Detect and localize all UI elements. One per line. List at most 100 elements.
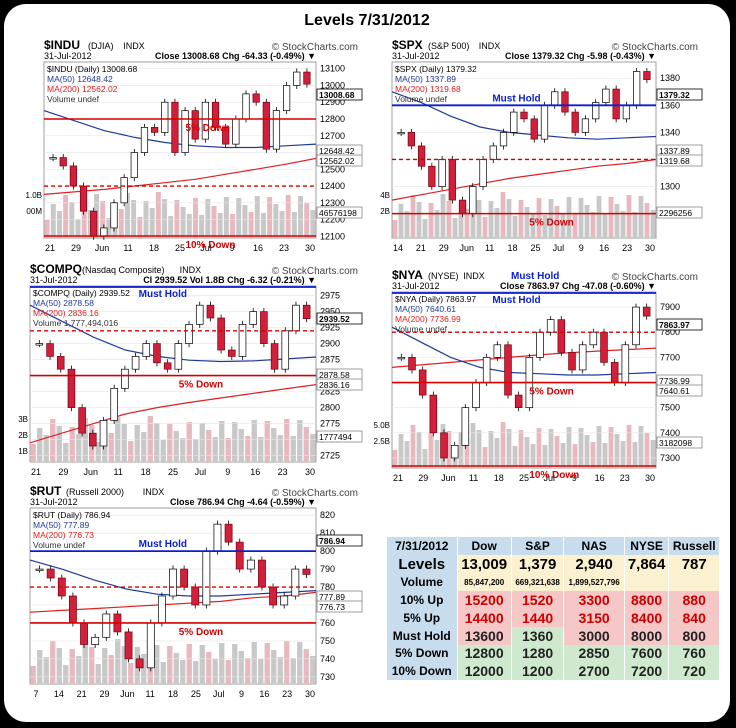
y-tick-label: 7300: [660, 453, 680, 463]
x-tick-label: 16: [595, 473, 605, 483]
table-cell: 14400: [457, 609, 512, 627]
volume-bar: [494, 438, 500, 468]
volume-bar: [572, 214, 578, 238]
volume-bar: [258, 659, 264, 684]
levels-table: 7/31/2012 Dow S&P NAS NYSE Russell Levels 13,00…: [387, 537, 720, 680]
legend-entry: MA(200) 12562.02: [47, 84, 118, 94]
level-label: 5% Down: [179, 627, 223, 638]
ma200-line: [391, 158, 657, 201]
volume-bar: [310, 434, 316, 462]
volume-bar: [446, 431, 452, 468]
volume-bar: [310, 656, 316, 684]
chart-exchange: INDX: [180, 265, 202, 275]
volume-bar: [251, 642, 257, 684]
volume-bar: [44, 220, 50, 238]
volume-bar: [141, 432, 147, 462]
close-line: Cl 2939.52 Vol 1.8B Chg -6.32 (-0.21%) ▼: [143, 275, 316, 285]
volume-bar: [596, 426, 602, 468]
volume-bar: [37, 650, 43, 684]
x-tick-label: 18: [168, 689, 178, 699]
table-cell: 12000: [457, 662, 512, 680]
x-tick-label: 11: [469, 473, 478, 483]
table-cell: 8400: [624, 609, 670, 627]
volume-bar: [63, 665, 69, 684]
x-tick-label: 21: [31, 467, 41, 477]
volume-bar: [290, 436, 296, 462]
price-tag: 1777494: [319, 432, 352, 442]
table-cell: 15200: [457, 591, 512, 610]
y-tick-label: 13100: [320, 64, 345, 74]
volume-bar: [30, 666, 36, 684]
chart-indu: $INDU (DJIA) INDX © StockCharts.com 31-Jul-2…: [26, 38, 363, 253]
volume-axis-label: 1B: [18, 447, 28, 456]
candle: [89, 432, 97, 447]
candle: [238, 324, 247, 357]
table-cell: [668, 573, 720, 592]
level-label: 5% Down: [179, 380, 223, 391]
price-tag: 1319.68: [659, 156, 690, 166]
volume-bar: [524, 437, 530, 468]
volume-bar: [560, 443, 566, 468]
candle: [120, 177, 128, 204]
x-tick-label: 9: [225, 467, 230, 477]
y-tick-label: 800: [320, 546, 335, 556]
y-tick-label: 2950: [320, 307, 340, 317]
volume-bar: [536, 198, 542, 238]
volume-bar: [186, 644, 192, 684]
volume-bar: [584, 435, 590, 468]
volume-bar: [488, 201, 494, 238]
x-tick-label: 9: [239, 689, 244, 699]
volume-bar: [410, 195, 416, 238]
candle: [206, 304, 215, 319]
x-tick-label: 29: [418, 473, 428, 483]
table-cell: 8800: [624, 591, 670, 610]
y-tick-label: 12300: [320, 198, 345, 208]
candle: [283, 85, 291, 111]
price-tag-box: [656, 436, 703, 449]
volume-bar: [63, 443, 69, 462]
volume-bar: [512, 216, 518, 238]
volume-bar: [560, 213, 566, 238]
volume-bar: [267, 197, 273, 238]
candle: [643, 71, 651, 80]
volume-axis-label: 2B: [18, 431, 28, 440]
candle: [246, 559, 255, 570]
volume-bar: [69, 427, 75, 462]
volume-bar: [102, 648, 108, 684]
volume-bar: [232, 644, 238, 684]
volume-bar: [470, 423, 476, 468]
volume-bar: [225, 660, 231, 684]
volume-bar: [56, 211, 62, 238]
table-cell: 12800: [457, 644, 512, 663]
volume-bar: [95, 664, 101, 684]
volume-bar: [506, 429, 512, 468]
volume-bar: [482, 447, 488, 468]
x-tick-label: 30: [305, 689, 315, 699]
volume-bar: [154, 423, 160, 462]
volume-bar: [89, 647, 95, 684]
y-tick-label: 7700: [660, 352, 680, 362]
price-tag-box: [316, 154, 363, 167]
volume-bar: [248, 212, 254, 238]
level-label: 10% Down: [185, 240, 235, 251]
price-tag: 7640.61: [659, 386, 690, 396]
volume-bar: [434, 440, 440, 468]
volume-bar: [536, 428, 542, 468]
y-tick-label: 2925: [320, 323, 340, 333]
volume-bar: [548, 199, 554, 238]
candle: [102, 613, 111, 638]
volume-bar: [626, 195, 632, 238]
volume-bar: [160, 440, 166, 462]
volume-bar: [578, 198, 584, 238]
volume-bar: [620, 211, 626, 238]
volume-axis-label: 2B: [380, 207, 390, 216]
volume-bar: [186, 422, 192, 462]
table-cell: 760: [668, 644, 720, 663]
candle: [469, 186, 477, 214]
candle: [499, 132, 508, 147]
price-tag-box: [316, 600, 363, 613]
candle: [235, 541, 244, 570]
candle: [397, 132, 405, 135]
x-tick-label: 25: [519, 473, 529, 483]
candle: [571, 111, 579, 133]
